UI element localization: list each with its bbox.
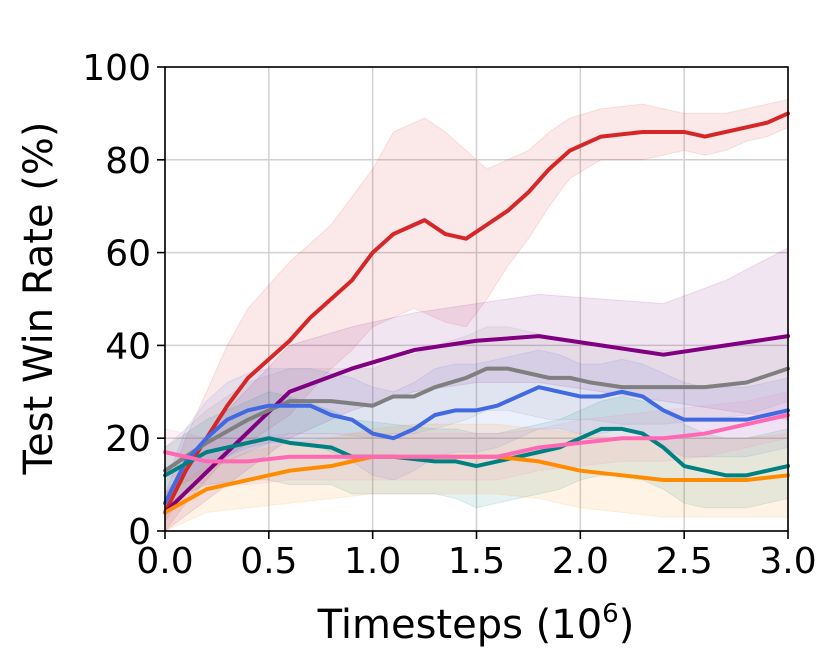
- y-tick-label: 40: [105, 326, 151, 367]
- x-tick-label: 0.5: [240, 541, 297, 582]
- y-tick-label: 80: [105, 141, 151, 182]
- x-axis-label: Timesteps (106): [317, 599, 635, 648]
- y-tick-label: 20: [105, 419, 151, 460]
- x-axis-label-text: Timesteps (10: [317, 602, 602, 648]
- series-line: [163, 413, 790, 464]
- y-tick-label: 100: [82, 48, 151, 89]
- x-tick-label: 2.5: [656, 541, 713, 582]
- x-tick-label: 0.0: [136, 541, 193, 582]
- axis-ticks: 0.0 0.5 1.0 1.5 2.0 2.5 3.0 0 20 40 60 80 100: [82, 48, 816, 582]
- y-axis-label: Test Win Rate (%): [16, 122, 62, 476]
- x-axis-label-exponent: 6: [602, 599, 619, 629]
- x-axis-label-close: ): [619, 602, 635, 648]
- y-tick-label: 0: [128, 512, 151, 553]
- y-tick-label: 60: [105, 234, 151, 275]
- series-line: [163, 111, 790, 515]
- x-tick-label: 2.0: [552, 541, 609, 582]
- x-tick-label: 1.0: [344, 541, 401, 582]
- x-tick-label: 1.5: [448, 541, 505, 582]
- x-tick-label: 3.0: [759, 541, 816, 582]
- series-lines: [163, 111, 790, 515]
- series-line: [163, 366, 790, 473]
- series-line: [163, 385, 790, 506]
- series-line: [163, 426, 790, 478]
